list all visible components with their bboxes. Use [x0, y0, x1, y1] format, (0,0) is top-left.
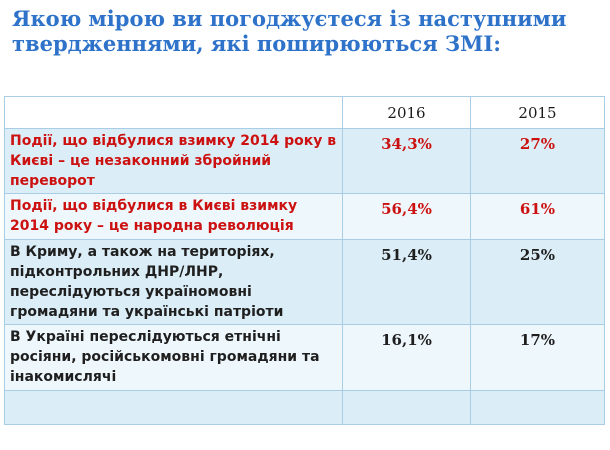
- value-2015-cell: 25%: [470, 239, 605, 325]
- table-row: В Україні переслідуються етнічні росіяни…: [4, 324, 605, 391]
- empty-cell: [342, 390, 471, 425]
- statement-cell: Події, що відбулися в Києві взимку 2014 …: [4, 193, 343, 240]
- header-2016: 2016: [342, 96, 471, 129]
- empty-row: [4, 390, 605, 425]
- value-2015-cell: 27%: [470, 128, 605, 194]
- value-2016-cell: 51,4%: [342, 239, 471, 325]
- value-2016-cell: 34,3%: [342, 128, 471, 194]
- value-2016-cell: 16,1%: [342, 324, 471, 391]
- statement-cell: Події, що відбулися взимку 2014 року в К…: [4, 128, 343, 194]
- table-row: Події, що відбулися в Києві взимку 2014 …: [4, 193, 605, 240]
- table-row: Події, що відбулися взимку 2014 року в К…: [4, 128, 605, 194]
- value-2016-cell: 56,4%: [342, 193, 471, 240]
- statement-cell: В Криму, а також на територіях, підконтр…: [4, 239, 343, 325]
- table-row: В Криму, а також на територіях, підконтр…: [4, 239, 605, 325]
- header-2015: 2015: [470, 96, 605, 129]
- chart-title: Якою мірою ви погоджуєтеся із наступними…: [12, 6, 567, 56]
- empty-cell: [470, 390, 605, 425]
- value-2015-cell: 61%: [470, 193, 605, 240]
- empty-cell: [4, 390, 343, 425]
- header-row: 2016 2015: [4, 96, 605, 129]
- header-corner-cell: [4, 96, 343, 129]
- value-2015-cell: 17%: [470, 324, 605, 391]
- statement-cell: В Україні переслідуються етнічні росіяни…: [4, 324, 343, 391]
- survey-table: 2016 2015 Події, що відбулися взимку 201…: [4, 96, 605, 425]
